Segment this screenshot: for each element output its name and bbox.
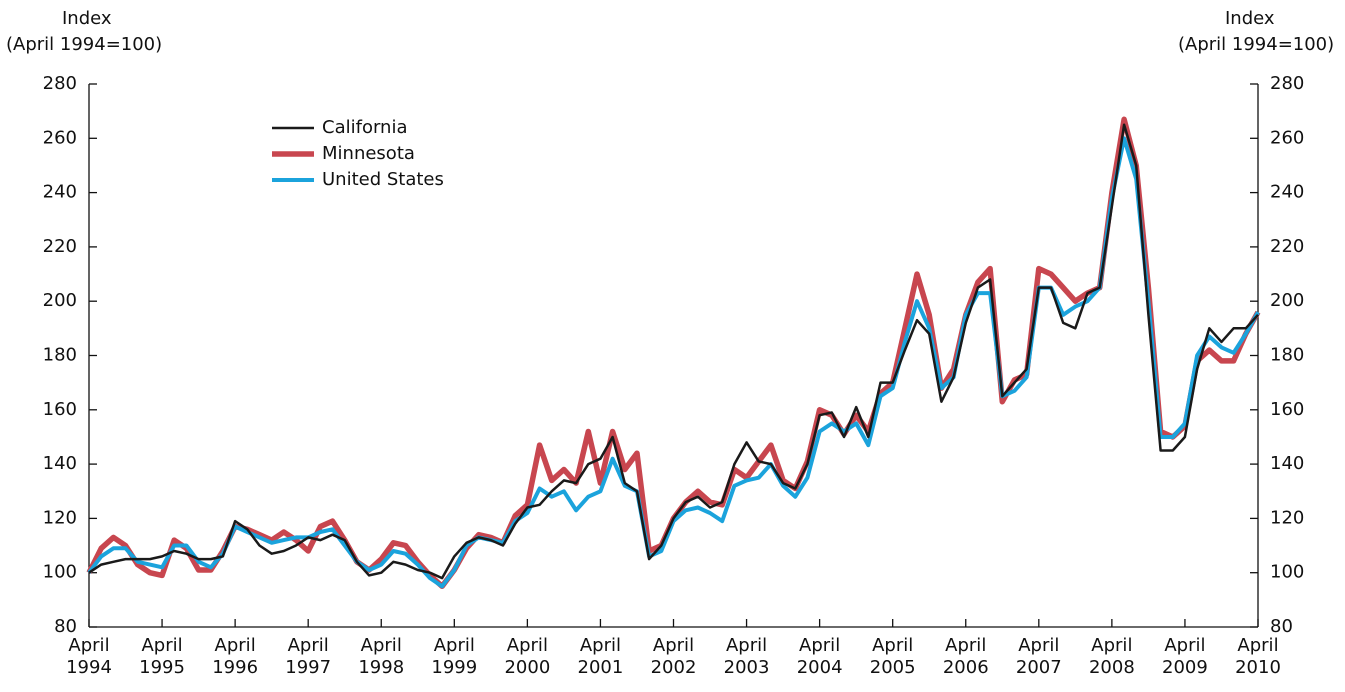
x-tick-label: April 1999: [431, 635, 478, 678]
y2-tick-label: 100: [1270, 562, 1304, 583]
x-tick-label: April 2008: [1088, 635, 1135, 678]
y-tick-label: 120: [43, 507, 77, 528]
y-tick-label: 220: [43, 236, 77, 257]
legend-label: California: [322, 117, 407, 138]
y-axis-label: Index: [62, 8, 112, 29]
y2-tick-label: 80: [1270, 616, 1293, 637]
y2-tick-label: 260: [1270, 127, 1304, 148]
y2-axis-label: Index: [1225, 8, 1275, 29]
y-tick-label: 140: [43, 453, 77, 474]
x-tick-label: April 1996: [212, 635, 259, 678]
series-line: [86, 116, 1261, 590]
x-tick-label: April 1997: [285, 635, 332, 678]
legend-label: Minnesota: [322, 143, 415, 164]
y-axis-label-note: (April 1994=100): [6, 34, 163, 55]
x-tick-label: April 1998: [358, 635, 405, 678]
y2-tick-label: 180: [1270, 345, 1304, 366]
y2-tick-label: 280: [1270, 73, 1304, 94]
x-tick-label: April 2002: [650, 635, 697, 678]
x-tick-label: April 2010: [1235, 635, 1281, 678]
x-tick-label: April 2005: [869, 635, 916, 678]
y-tick-label: 100: [43, 562, 77, 583]
y-tick-label: 240: [43, 182, 77, 203]
x-tick-label: April 2009: [1162, 635, 1208, 678]
y2-tick-label: 220: [1270, 236, 1304, 257]
y2-tick-label: 200: [1270, 290, 1304, 311]
x-tick-label: April 2001: [577, 635, 624, 678]
y2-tick-label: 240: [1270, 182, 1304, 203]
x-tick-label: April 2003: [723, 635, 770, 678]
y-tick-label: 80: [54, 616, 77, 637]
y2-axis-label-note: (April 1994=100): [1178, 34, 1335, 55]
x-tick-label: April 2006: [942, 635, 989, 678]
x-tick-label: April 2007: [1015, 635, 1062, 678]
y-tick-label: 200: [43, 290, 77, 311]
legend-label: United States: [322, 169, 444, 190]
y2-tick-label: 140: [1270, 453, 1304, 474]
series-line: [88, 123, 1259, 580]
y-tick-label: 160: [43, 399, 77, 420]
x-tick-label: April 2000: [504, 635, 551, 678]
x-tick-label: April 1995: [139, 635, 185, 678]
y-tick-label: 280: [43, 73, 77, 94]
y-tick-label: 260: [43, 127, 77, 148]
y2-tick-label: 120: [1270, 507, 1304, 528]
x-tick-label: April 1994: [66, 635, 112, 678]
y-tick-label: 180: [43, 345, 77, 366]
x-tick-label: April 2004: [796, 635, 843, 678]
y2-tick-label: 160: [1270, 399, 1304, 420]
